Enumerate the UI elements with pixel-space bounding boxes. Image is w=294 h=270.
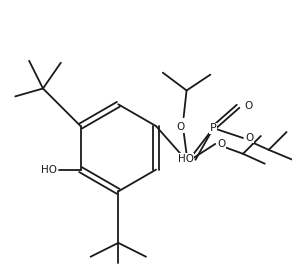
Text: O: O <box>244 101 252 111</box>
Text: P: P <box>210 123 217 133</box>
Text: HO: HO <box>41 165 57 175</box>
Text: HO: HO <box>178 154 193 164</box>
Text: O: O <box>217 139 225 149</box>
Text: O: O <box>176 122 185 132</box>
Text: O: O <box>245 133 253 143</box>
